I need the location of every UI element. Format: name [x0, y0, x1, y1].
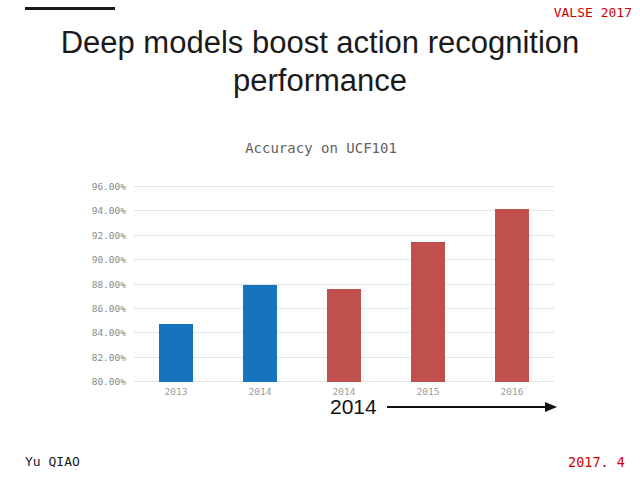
- gridline: [134, 235, 554, 236]
- top-left-dash: [25, 7, 115, 10]
- y-tick-label: 84.00%: [92, 327, 126, 338]
- bar-2016: [495, 209, 529, 382]
- slide-title: Deep models boost action recognition per…: [30, 24, 610, 100]
- chart-body: 96.00%94.00%92.00%90.00%88.00%86.00%84.0…: [88, 186, 554, 382]
- gridline: [134, 259, 554, 260]
- bar-2014: [327, 289, 361, 382]
- bar-2014: [243, 285, 277, 383]
- y-tick-label: 86.00%: [92, 302, 126, 313]
- slide-title-line1: Deep models boost action recognition: [30, 24, 610, 62]
- y-tick-label: 88.00%: [92, 278, 126, 289]
- y-tick-label: 90.00%: [92, 254, 126, 265]
- chart-title: Accuracy on UCF101: [88, 138, 554, 158]
- gridline: [134, 186, 554, 187]
- y-tick-label: 80.00%: [92, 376, 126, 387]
- x-tick-label: 2013: [134, 386, 218, 397]
- slide-title-line2: performance: [30, 62, 610, 100]
- y-axis-labels: 96.00%94.00%92.00%90.00%88.00%86.00%84.0…: [88, 186, 134, 382]
- conference-label: VALSE 2017: [554, 5, 632, 20]
- right-arrow-icon: [386, 400, 558, 414]
- timeline-year-label: 2014: [330, 394, 377, 420]
- y-tick-label: 82.00%: [92, 351, 126, 362]
- x-tick-label: 2014: [218, 386, 302, 397]
- gridline: [134, 284, 554, 285]
- timeline-annotation: 2014: [330, 394, 558, 420]
- chart: Accuracy on UCF101 96.00% 94.00% 92.00% 90.…: [88, 138, 554, 397]
- bar-2015: [411, 242, 445, 382]
- author-label: Yu QIAO: [25, 454, 80, 469]
- y-tick-label: 96.00%: [92, 181, 126, 192]
- y-tick-label: 94.00%: [92, 205, 126, 216]
- y-tick-label: 92.00%: [92, 229, 126, 240]
- bar-2013: [159, 324, 193, 383]
- slide: VALSE 2017 Deep models boost action reco…: [0, 0, 640, 480]
- plot-area: [134, 186, 554, 382]
- gridline: [134, 210, 554, 211]
- date-label: 2017. 4: [568, 454, 625, 470]
